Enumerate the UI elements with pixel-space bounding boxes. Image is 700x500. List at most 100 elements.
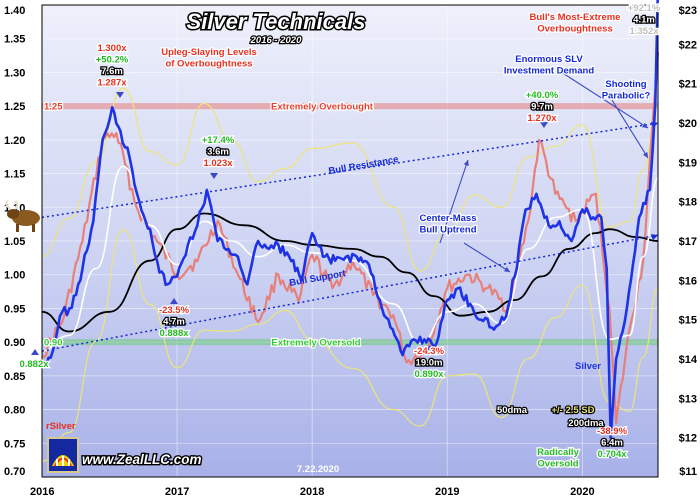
annotation-radically-line: Radically bbox=[537, 447, 579, 458]
oversold-band bbox=[42, 339, 658, 346]
zeal-logo bbox=[47, 437, 79, 473]
left-tick-label: 1.00 bbox=[4, 270, 25, 282]
annotation-crash2020-line: 0.704x bbox=[597, 449, 627, 460]
left-tick-label: 1.25 bbox=[4, 101, 25, 113]
right-tick-label: $23 bbox=[679, 5, 697, 17]
right-tick-label: $20 bbox=[679, 118, 697, 130]
annotations: 1.300x+50.2%7.6m1.287x Upleg-Slaying Leve… bbox=[18, 2, 662, 471]
left-tick-label: 0.90 bbox=[4, 337, 25, 349]
arrow-shaft bbox=[611, 99, 649, 159]
x-tick-label: 2017 bbox=[165, 486, 189, 498]
left-tick-label: 0.80 bbox=[4, 405, 25, 417]
marker-triangle bbox=[210, 173, 218, 179]
annotation-peak2017-line: 3.6m bbox=[207, 147, 229, 158]
legend-silver: Silver bbox=[575, 361, 601, 372]
annotation-crash2020-line: -38.9% bbox=[597, 426, 628, 437]
annotation-parabolic-line: Shooting bbox=[605, 79, 646, 90]
annotation-peak2020-line: 4.1m bbox=[633, 15, 655, 26]
left-axis-ticks: 0.700.750.800.850.900.951.001.051.101.15… bbox=[4, 5, 25, 478]
annotation-peak2016-line: 1.287x bbox=[97, 78, 127, 89]
right-tick-label: $16 bbox=[679, 275, 697, 287]
annotation-peak2019-line: 1.270x bbox=[527, 113, 557, 124]
left-tick-label: 1.30 bbox=[4, 67, 25, 79]
left-tick-label: 1.35 bbox=[4, 34, 25, 46]
left-tick-label: 1.15 bbox=[4, 169, 25, 181]
bull-resistance-line bbox=[41, 122, 659, 219]
annotation-mostextreme-line: Overboughtness bbox=[537, 24, 613, 35]
right-tick-label: $18 bbox=[679, 197, 697, 209]
annotation-peak2020-line: +92.1% bbox=[628, 3, 661, 14]
annotation-trough2018-line: -24.3% bbox=[414, 346, 445, 357]
right-tick-label: $19 bbox=[679, 157, 697, 169]
annotation-slv-line: Enormous SLV bbox=[515, 54, 583, 65]
annotation-peak2017-line: 1.023x bbox=[203, 158, 233, 169]
left-tick-label: 0.75 bbox=[4, 438, 25, 450]
marker-triangle bbox=[31, 349, 39, 355]
annotation-start2016-line: 0.882x bbox=[19, 359, 49, 370]
series-silver bbox=[40, 0, 659, 439]
annotation-peak2019-line: +40.0% bbox=[526, 90, 559, 101]
annotation-mostextreme-line: Bull's Most-Extreme bbox=[530, 12, 621, 23]
annotation-peak2019-line: 9.7m bbox=[531, 102, 553, 113]
annotation-slv-line: Investment Demand bbox=[504, 66, 594, 77]
annotation-parabolic-line: Parabolic? bbox=[602, 91, 651, 102]
x-tick-label: 2019 bbox=[435, 486, 459, 498]
annotation-peak2020-line: 1.352x bbox=[629, 26, 659, 37]
x-axis-ticks: 2016 2017 2018 2019 2020 bbox=[30, 486, 595, 498]
annotation-centermass-line: Center-Mass bbox=[419, 213, 476, 224]
level-labels: 1.25 Extremely Overbought 0.90 Extremely Ov… bbox=[43, 100, 375, 349]
legend-200dma: 200dma bbox=[568, 418, 604, 429]
right-tick-label: $12 bbox=[679, 433, 697, 445]
annotation-trough2016-line: -23.5% bbox=[159, 305, 190, 316]
x-tick-label: 2020 bbox=[570, 486, 594, 498]
annotation-centermass-line: Bull Uptrend bbox=[420, 225, 477, 236]
chart-title: Silver Technicals bbox=[187, 9, 366, 34]
annotation-peak2017-line: +17.4% bbox=[202, 135, 235, 146]
left-tick-label: 0.95 bbox=[4, 303, 25, 315]
arrow-shaft bbox=[463, 242, 511, 273]
overbought-label: Extremely Overbought bbox=[271, 102, 374, 113]
legend-bands: +/- 2.5 SD bbox=[551, 405, 594, 416]
annotation-trough2018-line: 0.890x bbox=[414, 369, 444, 380]
lower-band-line bbox=[41, 228, 659, 462]
left-tick-label: 1.05 bbox=[4, 236, 25, 248]
marker-triangle bbox=[116, 92, 124, 98]
annotation-trough2018-line: 19.0m bbox=[416, 358, 443, 369]
x-tick-label: 2016 bbox=[30, 486, 54, 498]
right-tick-label: $17 bbox=[679, 236, 697, 248]
annotation-peak2016-line: 1.300x bbox=[97, 43, 127, 54]
sma200-line bbox=[41, 212, 659, 333]
arrow-head bbox=[504, 266, 510, 272]
bull-icon bbox=[5, 200, 40, 232]
right-axis-ticks: $11 $12 $13 $14 $15 $16 $17 $18 $19 $20 $21 $22 $23 bbox=[679, 5, 698, 478]
arrow-shaft bbox=[557, 69, 649, 129]
arrow-shaft bbox=[439, 159, 469, 244]
arrow-head bbox=[642, 122, 648, 128]
right-tick-label: $21 bbox=[679, 79, 697, 91]
marker-triangle bbox=[426, 345, 434, 351]
series-bands bbox=[41, 87, 659, 462]
oversold-label: Extremely Oversold bbox=[271, 338, 360, 349]
right-tick-label: $22 bbox=[679, 39, 697, 51]
threshold-levels bbox=[42, 103, 658, 346]
oversold-axis-label: 0.90 bbox=[44, 338, 63, 349]
annotation-upleg-line: of Overboughtness bbox=[165, 59, 252, 70]
annotation-upleg-line: Upleg-Slaying Levels bbox=[161, 47, 257, 58]
marker-triangle bbox=[170, 298, 178, 304]
marker-triangle bbox=[608, 452, 616, 458]
plot-border bbox=[41, 4, 659, 478]
left-tick-label: 1.20 bbox=[4, 135, 25, 147]
arrow-head bbox=[463, 160, 469, 166]
annotation-peak2016-line: 7.6m bbox=[101, 66, 123, 77]
overbought-axis-label: 1.25 bbox=[44, 102, 63, 113]
annotation-arrows bbox=[31, 69, 649, 458]
chart-subtitle: 2016 - 2020 bbox=[250, 35, 302, 46]
marker-triangle bbox=[540, 122, 548, 128]
annotation-trough2016-line: 0.888x bbox=[159, 328, 189, 339]
logo-url: www.ZealLLC.com bbox=[82, 452, 202, 467]
annotation-trough2016-line: 4.7m bbox=[163, 317, 185, 328]
right-tick-label: $15 bbox=[679, 315, 697, 327]
trendline-arrowhead bbox=[651, 234, 658, 241]
